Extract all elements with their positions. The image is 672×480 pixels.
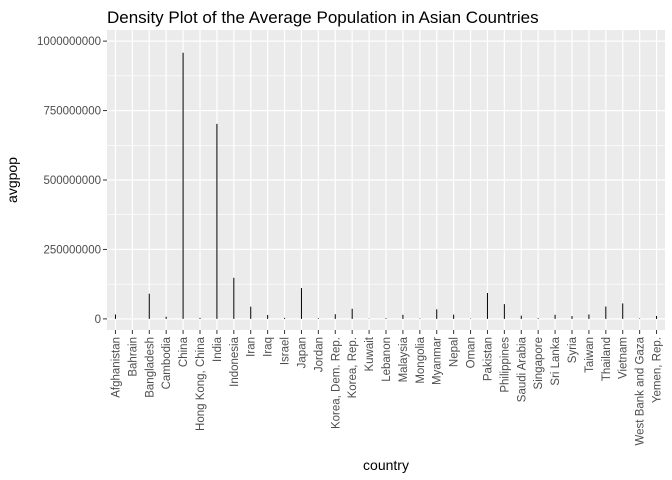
x-tick-label: Bangladesh (144, 337, 156, 398)
x-tick-label: Malaysia (398, 336, 410, 382)
x-tick-label: Pakistan (482, 337, 494, 381)
x-tick-label: Kuwait (364, 336, 376, 371)
x-tick-label: Myanmar (432, 337, 444, 385)
x-tick-label: Cambodia (161, 336, 173, 389)
x-tick-label: Korea, Rep. (347, 337, 359, 398)
x-tick-label: Taiwan (584, 337, 596, 373)
x-tick-label: Hong Kong, China (195, 336, 207, 431)
x-tick-label: Jordan (313, 337, 325, 372)
x-tick-label: Philippines (499, 337, 511, 393)
y-tick-label: 250000000 (43, 244, 101, 256)
x-tick-label: China (178, 336, 190, 367)
x-tick-label: Lebanon (381, 337, 393, 382)
x-tick-label: Nepal (449, 337, 461, 367)
chart-title: Density Plot of the Average Population i… (107, 8, 539, 27)
y-tick-label: 750000000 (43, 106, 101, 118)
x-tick-label: Israel (280, 337, 292, 365)
x-tick-label: Bahrain (127, 337, 139, 377)
y-axis-title: avgpop (4, 157, 20, 203)
x-tick-label: Thailand (601, 337, 613, 381)
x-tick-label: Oman (466, 337, 478, 368)
x-tick-label: Japan (296, 337, 308, 368)
x-tick-label: India (212, 336, 224, 362)
grid-lines (107, 30, 665, 330)
x-tick-label: Iran (246, 337, 258, 357)
x-tick-label: Indonesia (229, 336, 241, 386)
x-tick-label: Syria (567, 336, 579, 363)
y-tick-label: 0 (95, 314, 101, 326)
x-tick-label: Iraq (263, 337, 275, 357)
y-tick-label: 500000000 (43, 175, 101, 187)
x-tick-label: Mongolia (415, 336, 427, 383)
x-tick-label: Singapore (533, 337, 545, 389)
x-tick-label: Yemen, Rep. (652, 337, 664, 403)
x-tick-label: Korea, Dem. Rep. (330, 337, 342, 429)
x-tick-label: Vietnam (618, 337, 630, 379)
y-axis-ticks: 0 250000000 500000000 750000000 1000000000 (37, 36, 107, 326)
x-tick-label: Sri Lanka (550, 336, 562, 385)
x-tick-label: Saudi Arabia (516, 336, 528, 402)
x-axis-ticks: Afghanistan Bahrain Bangladesh Cambodia Chin… (110, 330, 664, 445)
x-tick-label: Afghanistan (110, 337, 122, 398)
y-tick-label: 1000000000 (37, 36, 101, 48)
bars (114, 52, 658, 319)
x-axis-title: country (363, 457, 409, 473)
x-tick-label: West Bank and Gaza (635, 336, 647, 445)
